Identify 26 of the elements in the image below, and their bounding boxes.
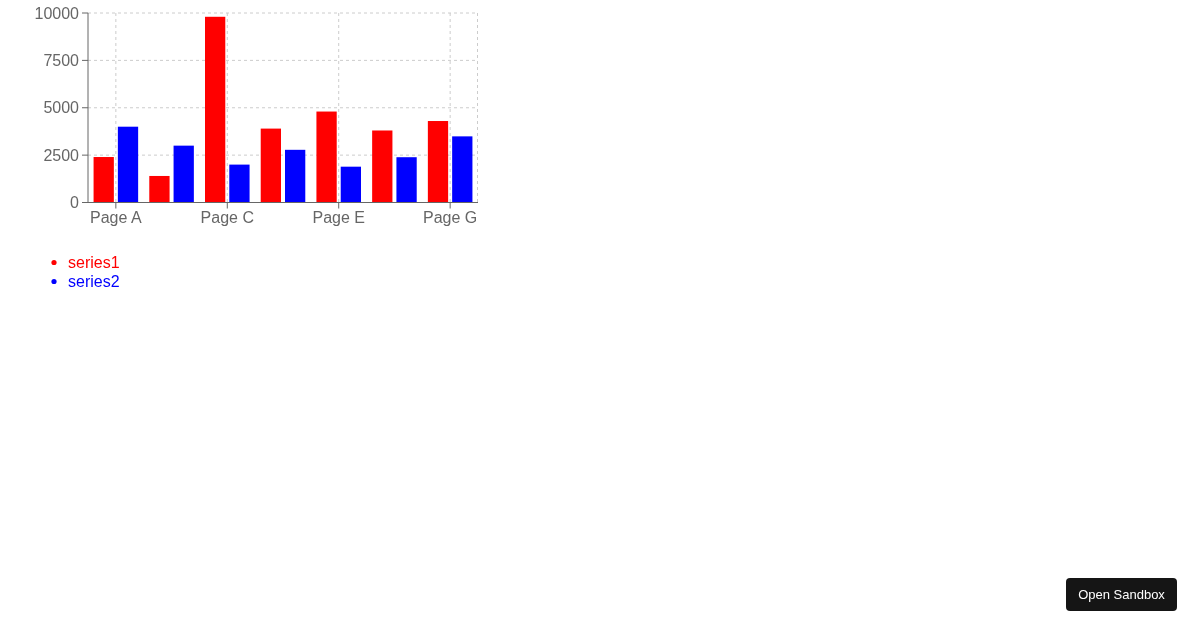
bar bbox=[229, 164, 250, 203]
bar bbox=[285, 149, 306, 203]
bar bbox=[93, 157, 114, 203]
y-tick-label: 7500 bbox=[43, 51, 80, 69]
y-tick-label: 0 bbox=[70, 194, 80, 212]
text: series2 bbox=[68, 273, 120, 291]
bar bbox=[149, 175, 170, 203]
y-tick-label: 2500 bbox=[43, 146, 80, 164]
x-tick-label: Page C bbox=[200, 208, 254, 226]
button: Open Sandbox bbox=[1066, 578, 1177, 611]
text: series1 bbox=[68, 254, 120, 272]
bar bbox=[372, 130, 393, 203]
x-tick-label: Page E bbox=[312, 208, 365, 226]
bar bbox=[316, 111, 337, 203]
bar bbox=[173, 145, 194, 203]
y-tick-label: 10000 bbox=[34, 4, 80, 22]
x-tick-label: Page G bbox=[423, 208, 478, 226]
bar bbox=[260, 128, 281, 203]
x-tick-label: Page A bbox=[90, 208, 142, 226]
bar bbox=[396, 157, 417, 203]
bar bbox=[427, 121, 449, 203]
bar bbox=[205, 16, 226, 203]
y-tick-label: 5000 bbox=[43, 99, 80, 117]
bar bbox=[340, 166, 361, 203]
bar bbox=[117, 126, 139, 203]
bar bbox=[452, 136, 473, 203]
